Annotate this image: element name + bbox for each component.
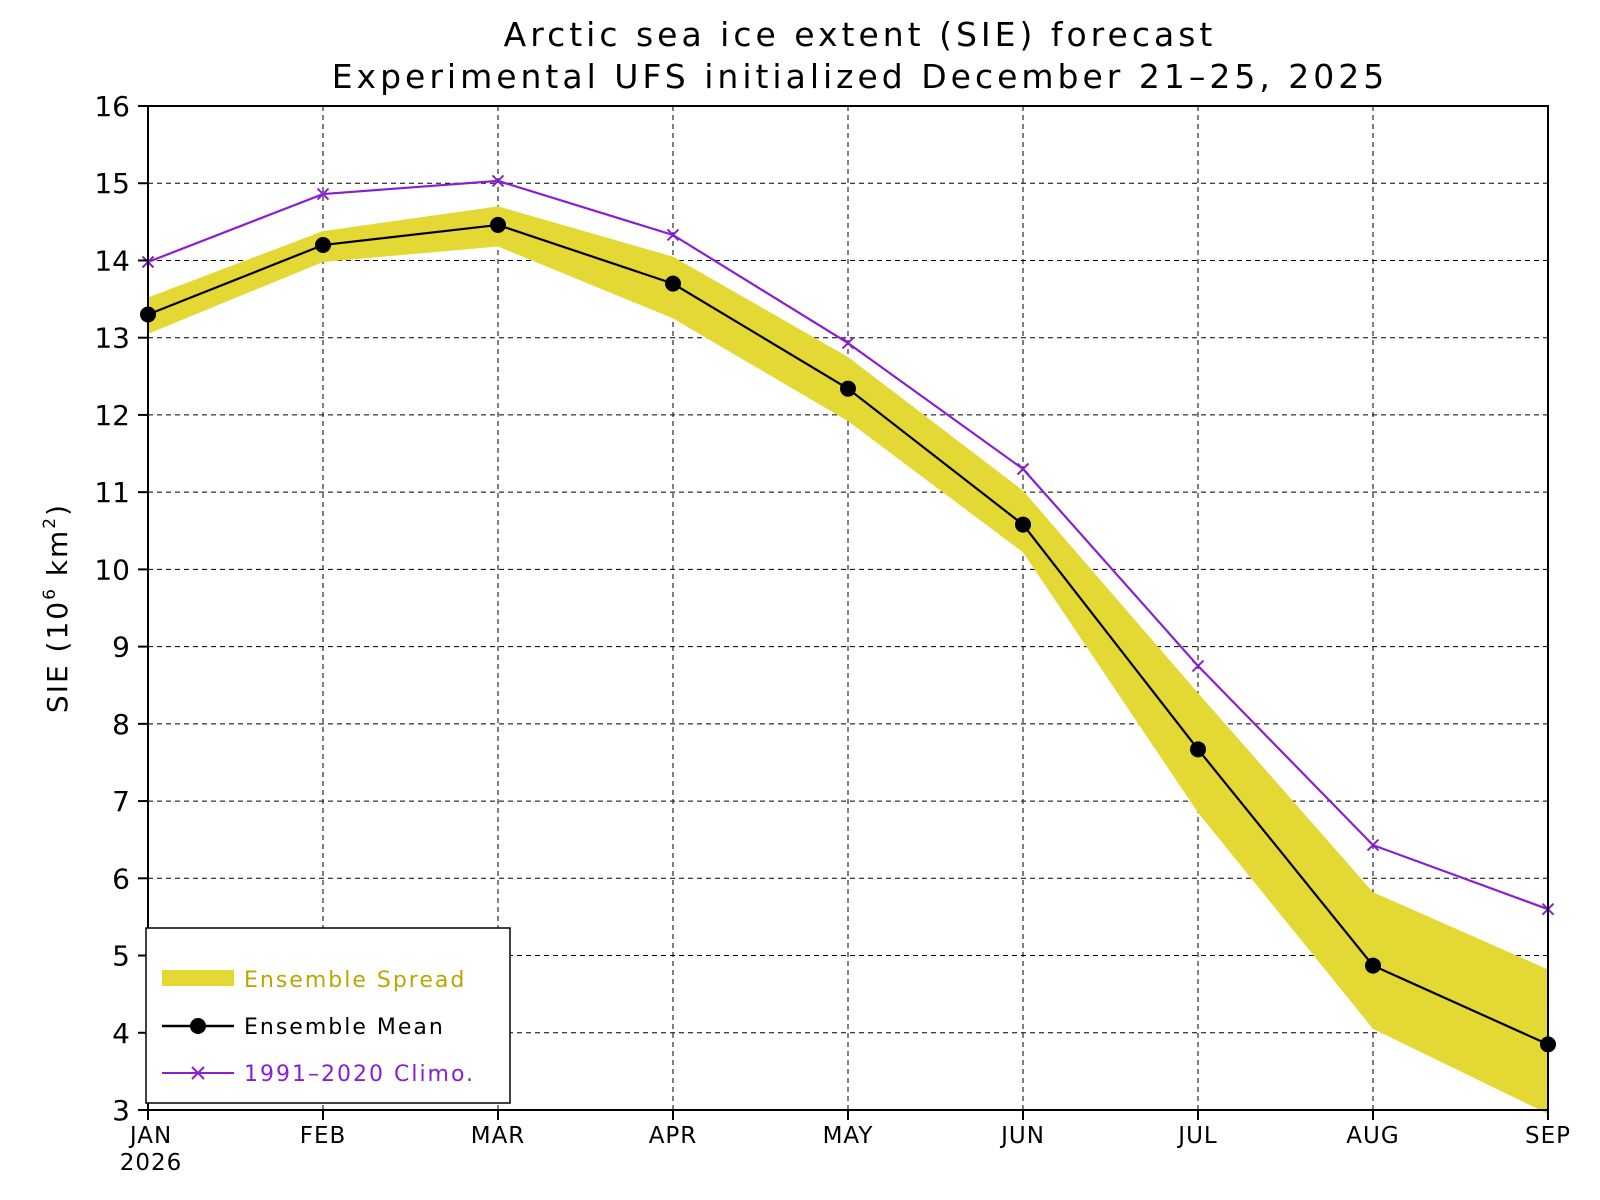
y-tick-label: 4 — [112, 1017, 130, 1050]
chart-title: Arctic sea ice extent (SIE) forecast — [504, 15, 1217, 54]
x-tick-label: APR — [649, 1123, 698, 1149]
legend-spread-swatch — [162, 970, 234, 986]
ylabel-exp: 6 — [40, 587, 60, 600]
x-tick-label: MAR — [471, 1123, 526, 1149]
climo-point — [1016, 462, 1030, 476]
y-tick-label: 5 — [112, 940, 130, 973]
mean-point — [1365, 957, 1381, 974]
x-year-label: 2026 — [120, 1150, 183, 1176]
mean-series — [140, 216, 1556, 1053]
mean-point — [1015, 516, 1031, 533]
y-tick-label: 14 — [94, 244, 130, 277]
y-tick-label: 10 — [94, 553, 130, 586]
ylabel-unit-exp: 2 — [40, 516, 60, 529]
y-tick-label: 9 — [112, 631, 130, 664]
x-tick-label: JUL — [1176, 1123, 1217, 1149]
climo-point — [841, 336, 855, 350]
y-tick-label: 15 — [94, 167, 130, 200]
climo-point — [491, 174, 505, 188]
ylabel-close: ) — [41, 503, 74, 516]
y-tick-label: 7 — [112, 785, 130, 818]
mean-point — [840, 380, 856, 397]
mean-point — [665, 275, 681, 292]
legend-climo-label: 1991–2020 Climo. — [244, 1062, 475, 1087]
y-tick-label: 13 — [94, 322, 130, 355]
climo-point — [1366, 838, 1380, 852]
x-tick-label: FEB — [300, 1123, 347, 1149]
climo-point — [666, 228, 680, 242]
y-tick-label: 11 — [94, 476, 130, 509]
x-tick-label: MAY — [823, 1123, 874, 1149]
y-tick-label: 16 — [94, 90, 130, 123]
x-tick-label: JAN — [128, 1123, 172, 1149]
y-tick-label: 12 — [94, 399, 130, 432]
climo-point — [1191, 659, 1205, 673]
x-axis-ticks: JAN FEB MAR APR MAY JUN JUL AUG SEP — [128, 1110, 1571, 1149]
chart-subtitle: Experimental UFS initialized December 21… — [332, 57, 1389, 96]
mean-point — [490, 216, 506, 233]
x-tick-label: SEP — [1525, 1123, 1571, 1149]
mean-point — [1190, 741, 1206, 758]
climo-point — [316, 187, 330, 201]
y-tick-label: 6 — [112, 862, 130, 895]
legend-mean-label: Ensemble Mean — [244, 1015, 445, 1040]
mean-point — [315, 237, 331, 254]
y-tick-label: 3 — [112, 1094, 130, 1127]
y-axis-ticks: 3 4 5 6 7 8 9 10 11 12 13 14 15 16 — [94, 90, 148, 1127]
y-tick-label: 8 — [112, 708, 130, 741]
legend-spread-label: Ensemble Spread — [244, 968, 466, 993]
legend-climo-marker — [191, 1066, 205, 1080]
y-axis-label: SIE (106 km2) — [40, 503, 74, 713]
ylabel-main: SIE (10 — [41, 600, 74, 713]
climo-series — [141, 174, 1555, 916]
ylabel-unit: km — [41, 529, 74, 587]
legend: Ensemble Spread Ensemble Mean 1991–2020 … — [145, 927, 511, 1104]
mean-line — [147, 223, 1549, 1046]
legend-mean-marker — [190, 1018, 206, 1034]
x-tick-label: JUN — [999, 1123, 1045, 1149]
x-tick-label: AUG — [1346, 1123, 1399, 1149]
